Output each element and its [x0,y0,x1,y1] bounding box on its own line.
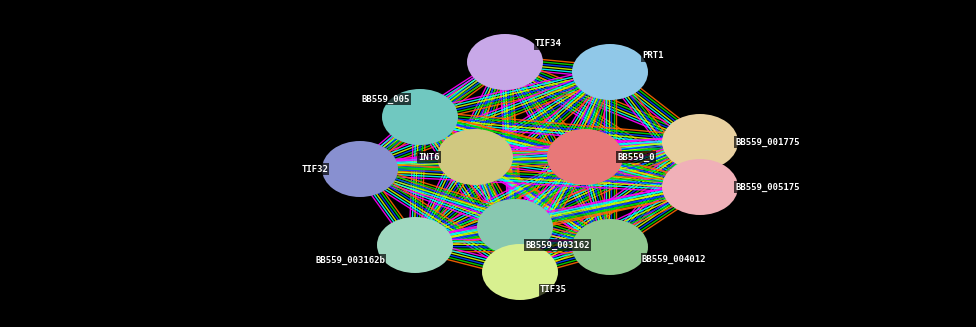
Text: BB559_001775: BB559_001775 [735,137,799,146]
Text: TIF34: TIF34 [535,40,562,48]
Ellipse shape [662,159,738,215]
Ellipse shape [662,114,738,170]
Ellipse shape [437,129,513,185]
Text: PRT1: PRT1 [642,51,664,60]
Ellipse shape [322,141,398,197]
Ellipse shape [547,129,623,185]
Text: BB559_005: BB559_005 [362,95,410,104]
Text: TIF32: TIF32 [302,164,328,174]
Text: BB559_005175: BB559_005175 [735,182,799,192]
Ellipse shape [482,244,558,300]
Text: TIF35: TIF35 [540,285,567,295]
Text: BB559_0: BB559_0 [617,152,655,162]
Text: BB559_003162: BB559_003162 [525,240,590,250]
Ellipse shape [572,44,648,100]
Text: BB559_004012: BB559_004012 [642,254,707,264]
Ellipse shape [382,89,458,145]
Ellipse shape [377,217,453,273]
Ellipse shape [572,219,648,275]
Text: BB559_003162b: BB559_003162b [315,255,385,265]
Ellipse shape [467,34,543,90]
Text: INT6: INT6 [419,152,440,162]
Ellipse shape [477,199,553,255]
